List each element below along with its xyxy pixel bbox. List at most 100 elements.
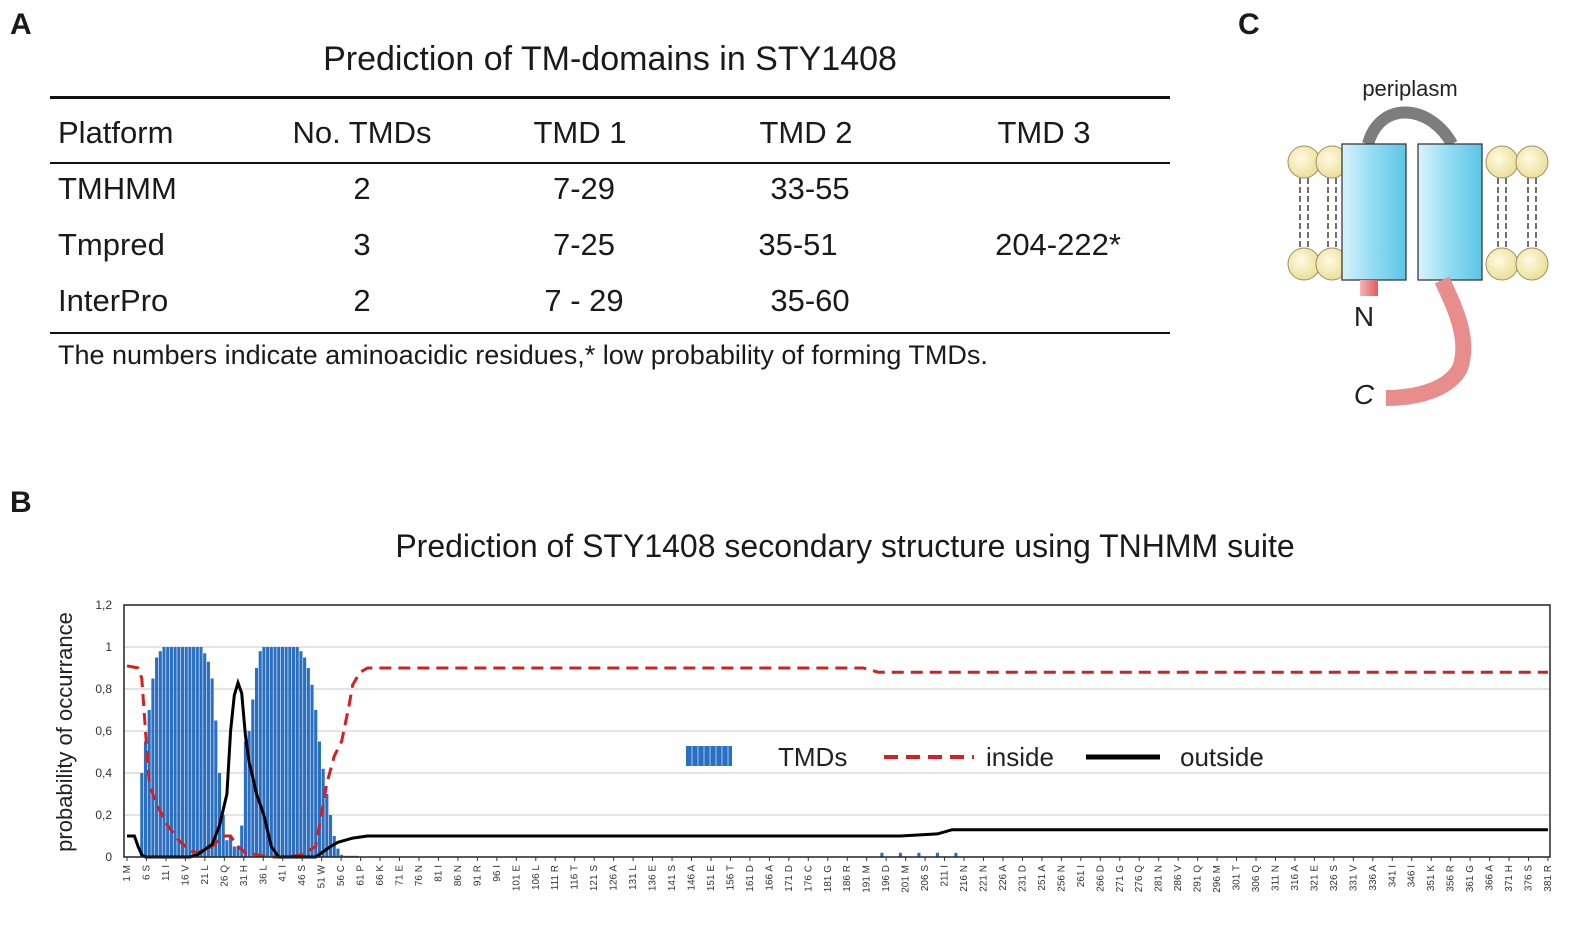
tmd-bar	[954, 852, 958, 857]
x-tick-label: 256 N	[1056, 865, 1067, 892]
tmd-bar	[325, 794, 329, 857]
y-tick-label: 0,4	[95, 766, 112, 780]
panel-b-letter: B	[10, 486, 32, 519]
tmd-bar	[151, 678, 155, 857]
tmd-bar	[306, 668, 310, 857]
x-tick-label: 166 A	[764, 865, 775, 891]
legend-tmds-label: TMDs	[778, 742, 847, 772]
x-tick-label: 6 S	[142, 865, 153, 880]
x-tick-label: 361 G	[1465, 865, 1476, 892]
x-tick-label: 116 T	[570, 865, 581, 890]
lipid-heads	[1287, 145, 1549, 281]
tmd-bar	[236, 846, 240, 857]
tmd-bar	[232, 846, 236, 857]
tmd-bar	[288, 647, 292, 857]
tmd-bar	[243, 741, 247, 857]
x-tick-label: 286 V	[1173, 865, 1184, 891]
x-tick-label: 221 N	[979, 865, 990, 892]
tmd-bar	[158, 651, 162, 857]
tmd-bar	[254, 668, 259, 857]
row-tmd1: 7-25	[552, 227, 616, 262]
x-tick-label: 301 T	[1232, 865, 1243, 890]
x-tick-label: 381 R	[1543, 865, 1554, 892]
tmd-bar	[917, 852, 921, 857]
tmd-bar	[188, 647, 192, 857]
x-tick-label: 316 A	[1290, 865, 1301, 891]
x-tick-label: 11 I	[161, 865, 172, 881]
tm-helix-1	[1341, 143, 1407, 281]
tmd-bar	[284, 647, 288, 857]
c-terminus-tail	[1385, 276, 1472, 406]
x-tick-label: 61 P	[356, 865, 367, 886]
row-platform: InterPro	[58, 283, 169, 318]
tmd-bar	[225, 840, 229, 857]
tmd-bar	[340, 854, 344, 857]
x-tick-label: 121 S	[589, 865, 600, 891]
x-tick-label: 46 S	[297, 865, 308, 886]
x-tick-label: 211 I	[940, 865, 951, 887]
x-tick-label: 96 I	[492, 865, 503, 882]
x-tick-label: 76 N	[414, 865, 425, 886]
x-tick-label: 71 E	[395, 865, 406, 886]
tmd-bar	[262, 647, 266, 857]
row-no-tmds: 2	[353, 171, 371, 206]
tmd-bar	[336, 848, 340, 857]
x-tick-label: 306 Q	[1251, 865, 1262, 892]
plot-frame	[123, 604, 1551, 858]
panel-c-letter: C	[1238, 8, 1260, 41]
tmd-bar	[166, 647, 170, 857]
tmd-bar	[177, 647, 181, 857]
x-tick-label: 111 R	[550, 865, 561, 890]
x-tick-label: 26 Q	[219, 865, 230, 887]
topology-diagram: periplasm N C	[1287, 76, 1549, 410]
x-tick-label: 371 H	[1504, 865, 1515, 892]
tmd-bars	[140, 647, 958, 857]
chart-title: Prediction of STY1408 secondary structur…	[395, 528, 1295, 564]
tmd-bar	[195, 647, 199, 857]
x-tick-label: 351 K	[1426, 865, 1437, 891]
y-tick-label: 1,2	[95, 598, 112, 612]
x-tick-label: 181 G	[823, 865, 834, 892]
secondary-structure-chart: 0 0,2 0,4 0,6 0,8 1 1,2 1 M 6 S 11 I 16 V 21 L 26 Q…	[52, 598, 1554, 893]
tmd-bar	[192, 647, 196, 857]
x-tick-label: 86 N	[453, 865, 464, 886]
x-tick-label: 266 D	[1095, 865, 1106, 892]
legend-outside-label: outside	[1180, 742, 1264, 772]
x-tick-label: 271 G	[1115, 865, 1126, 892]
tmd-bar	[229, 836, 233, 857]
row-tmd1: 7-29	[552, 171, 616, 206]
row-tmd2: 35-60	[770, 283, 850, 318]
tmd-bar	[332, 836, 336, 857]
periplasmic-loop	[1362, 106, 1458, 148]
x-tick-label: 51 W	[317, 864, 328, 888]
header-tmd3: TMD 3	[997, 115, 1091, 150]
y-axis: 0 0,2 0,4 0,6 0,8 1 1,2	[95, 598, 112, 864]
tmd-bar	[258, 651, 262, 857]
x-tick-label: 1 M	[122, 865, 133, 882]
row-tmd2: 35-51	[758, 227, 838, 262]
tmd-bar	[169, 647, 173, 857]
x-tick-label: 16 V	[180, 865, 191, 886]
x-tick-label: 151 E	[706, 865, 717, 891]
tmd-bar	[266, 647, 270, 857]
x-tick-label: 36 L	[258, 865, 269, 885]
x-tick-label: 331 V	[1348, 865, 1359, 891]
y-tick-label: 0,2	[95, 808, 112, 822]
row-platform: Tmpred	[58, 227, 165, 262]
table-top-rule	[50, 96, 1170, 99]
x-tick-label: 196 D	[881, 865, 892, 892]
x-tick-label: 136 E	[648, 865, 659, 891]
x-tick-label: 206 S	[920, 865, 931, 891]
x-tick-label: 161 D	[745, 865, 756, 892]
tmd-bar	[180, 647, 185, 857]
n-terminus	[1360, 280, 1378, 296]
row-platform: TMHMM	[58, 171, 177, 206]
tmd-bar	[328, 815, 333, 857]
x-tick-label: 56 C	[336, 865, 347, 886]
tmd-bar	[935, 852, 939, 857]
x-tick-label: 326 S	[1329, 865, 1340, 891]
y-axis-label: probability of occurrance	[52, 612, 77, 852]
tmd-bar	[277, 647, 281, 857]
x-tick-label: 191 M	[862, 865, 873, 893]
legend-inside-label: inside	[986, 742, 1054, 772]
